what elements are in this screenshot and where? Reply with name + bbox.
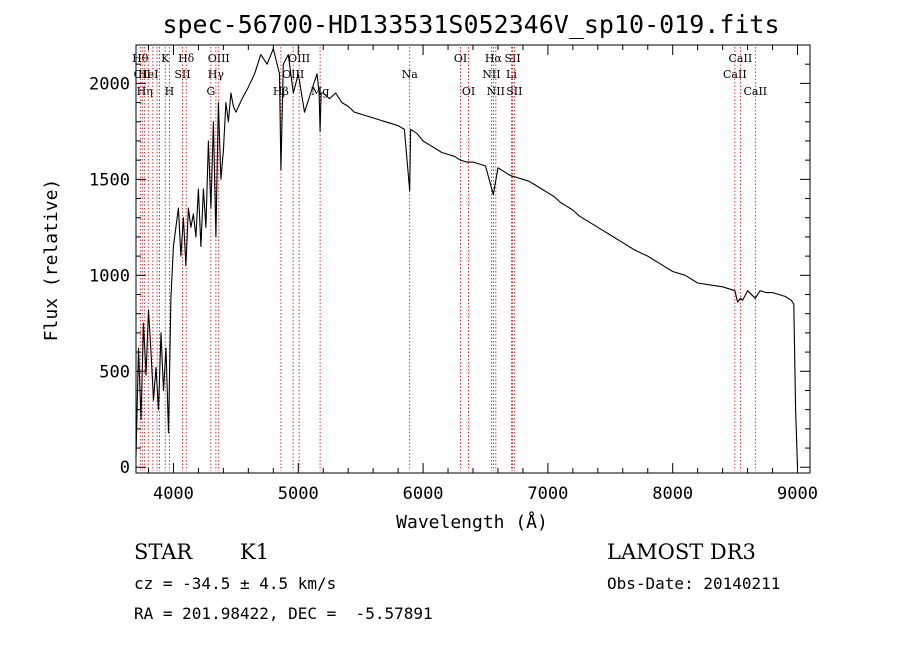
x-tick-label: 8000 bbox=[652, 484, 693, 504]
line-marker-label: CaII bbox=[729, 52, 753, 65]
y-tick-label: 500 bbox=[99, 362, 130, 382]
line-marker-label: Hγ bbox=[208, 68, 225, 81]
line-marker-label: Hβ bbox=[273, 85, 289, 98]
line-marker-label: NII bbox=[487, 85, 505, 98]
line-marker-label: H bbox=[165, 85, 175, 98]
x-tick-label: 5000 bbox=[278, 484, 319, 504]
spectrum-line bbox=[135, 48, 799, 468]
redshift-value: cz = -34.5 ± 4.5 km/s bbox=[134, 574, 337, 593]
line-marker-label: CII bbox=[134, 68, 151, 81]
line-marker-label: Hθ bbox=[132, 52, 149, 65]
axis-ticks: 4000 5000 6000 7000 8000 9000 0 500 1000 1500 2000 bbox=[89, 45, 818, 504]
x-tick-label: 6000 bbox=[403, 484, 444, 504]
line-marker-label: OI bbox=[454, 52, 467, 65]
line-marker-label: Na bbox=[402, 68, 419, 81]
survey-name: LAMOST DR3 bbox=[607, 540, 756, 564]
line-marker-label: OIII bbox=[288, 52, 310, 65]
x-tick-label: 7000 bbox=[527, 484, 568, 504]
line-marker-label: Hη bbox=[137, 85, 153, 98]
line-marker-label: G bbox=[206, 85, 215, 98]
x-tick-label: 4000 bbox=[153, 484, 194, 504]
line-marker-label: SII bbox=[504, 52, 520, 65]
chart-title: spec-56700-HD133531S052346V_sp10-019.fit… bbox=[162, 10, 779, 39]
line-marker-label: HeI bbox=[138, 68, 158, 81]
line-marker-label: Hα bbox=[485, 52, 503, 65]
y-axis-label: Flux (relative) bbox=[41, 179, 62, 342]
coordinates: RA = 201.98422, DEC = -5.57891 bbox=[134, 604, 433, 623]
line-marker-label: Hδ bbox=[178, 52, 195, 65]
y-tick-label: 1000 bbox=[89, 266, 130, 286]
line-marker-label: OI bbox=[462, 85, 475, 98]
line-marker-label: CaII bbox=[743, 85, 767, 98]
y-tick-label: 0 bbox=[120, 458, 130, 478]
line-marker-label: CaII bbox=[723, 68, 747, 81]
y-tick-label: 1500 bbox=[89, 170, 130, 190]
line-marker-label: OIII bbox=[282, 68, 304, 81]
spectrum-chart: spec-56700-HD133531S052346V_sp10-019.fit… bbox=[41, 10, 818, 533]
y-tick-label: 2000 bbox=[89, 74, 130, 94]
line-marker-label: SII bbox=[174, 68, 190, 81]
spectral-class: K1 bbox=[240, 540, 270, 564]
x-axis-label: Wavelength (Å) bbox=[396, 511, 548, 533]
line-marker-label: K bbox=[161, 52, 170, 65]
line-marker-label: OIII bbox=[208, 52, 230, 65]
x-tick-label: 9000 bbox=[777, 484, 818, 504]
object-type: STAR bbox=[134, 540, 193, 564]
line-marker-label: NII bbox=[482, 68, 500, 81]
line-marker-label: SII bbox=[506, 85, 522, 98]
line-marker-label: Li bbox=[506, 68, 517, 81]
obs-date: Obs-Date: 20140211 bbox=[607, 574, 781, 593]
